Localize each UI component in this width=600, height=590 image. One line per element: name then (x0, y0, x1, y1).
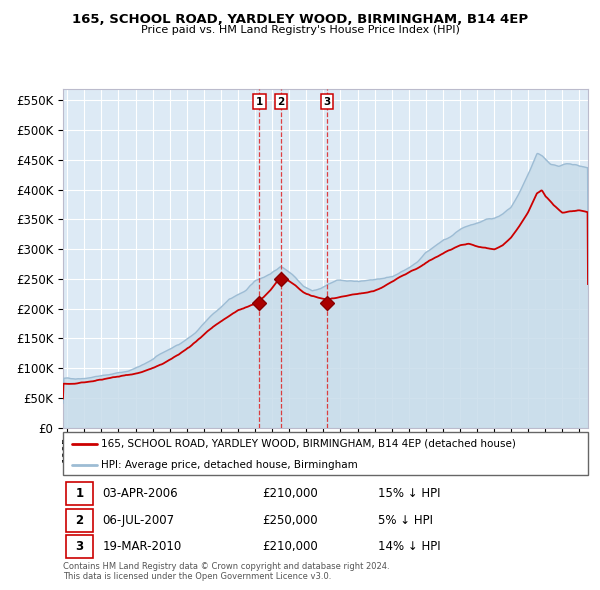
Text: 06-JUL-2007: 06-JUL-2007 (103, 514, 175, 527)
Text: Contains HM Land Registry data © Crown copyright and database right 2024.: Contains HM Land Registry data © Crown c… (63, 562, 389, 571)
Text: 1: 1 (75, 487, 83, 500)
Text: 03-APR-2006: 03-APR-2006 (103, 487, 178, 500)
Text: 3: 3 (75, 540, 83, 553)
Text: 15% ↓ HPI: 15% ↓ HPI (378, 487, 440, 500)
Bar (65, 482, 93, 506)
Text: 1: 1 (256, 97, 263, 107)
Text: 3: 3 (323, 97, 331, 107)
Text: This data is licensed under the Open Government Licence v3.0.: This data is licensed under the Open Gov… (63, 572, 331, 581)
Text: £250,000: £250,000 (263, 514, 318, 527)
Text: £210,000: £210,000 (263, 487, 318, 500)
Text: 165, SCHOOL ROAD, YARDLEY WOOD, BIRMINGHAM, B14 4EP: 165, SCHOOL ROAD, YARDLEY WOOD, BIRMINGH… (72, 13, 528, 26)
Text: Price paid vs. HM Land Registry's House Price Index (HPI): Price paid vs. HM Land Registry's House … (140, 25, 460, 35)
Text: 2: 2 (277, 97, 284, 107)
Bar (65, 535, 93, 558)
Text: £210,000: £210,000 (263, 540, 318, 553)
Text: 5% ↓ HPI: 5% ↓ HPI (378, 514, 433, 527)
Text: 2: 2 (75, 514, 83, 527)
Bar (65, 509, 93, 532)
Text: 14% ↓ HPI: 14% ↓ HPI (378, 540, 440, 553)
Text: 165, SCHOOL ROAD, YARDLEY WOOD, BIRMINGHAM, B14 4EP (detached house): 165, SCHOOL ROAD, YARDLEY WOOD, BIRMINGH… (101, 438, 516, 448)
Text: HPI: Average price, detached house, Birmingham: HPI: Average price, detached house, Birm… (101, 460, 358, 470)
Text: 19-MAR-2010: 19-MAR-2010 (103, 540, 182, 553)
